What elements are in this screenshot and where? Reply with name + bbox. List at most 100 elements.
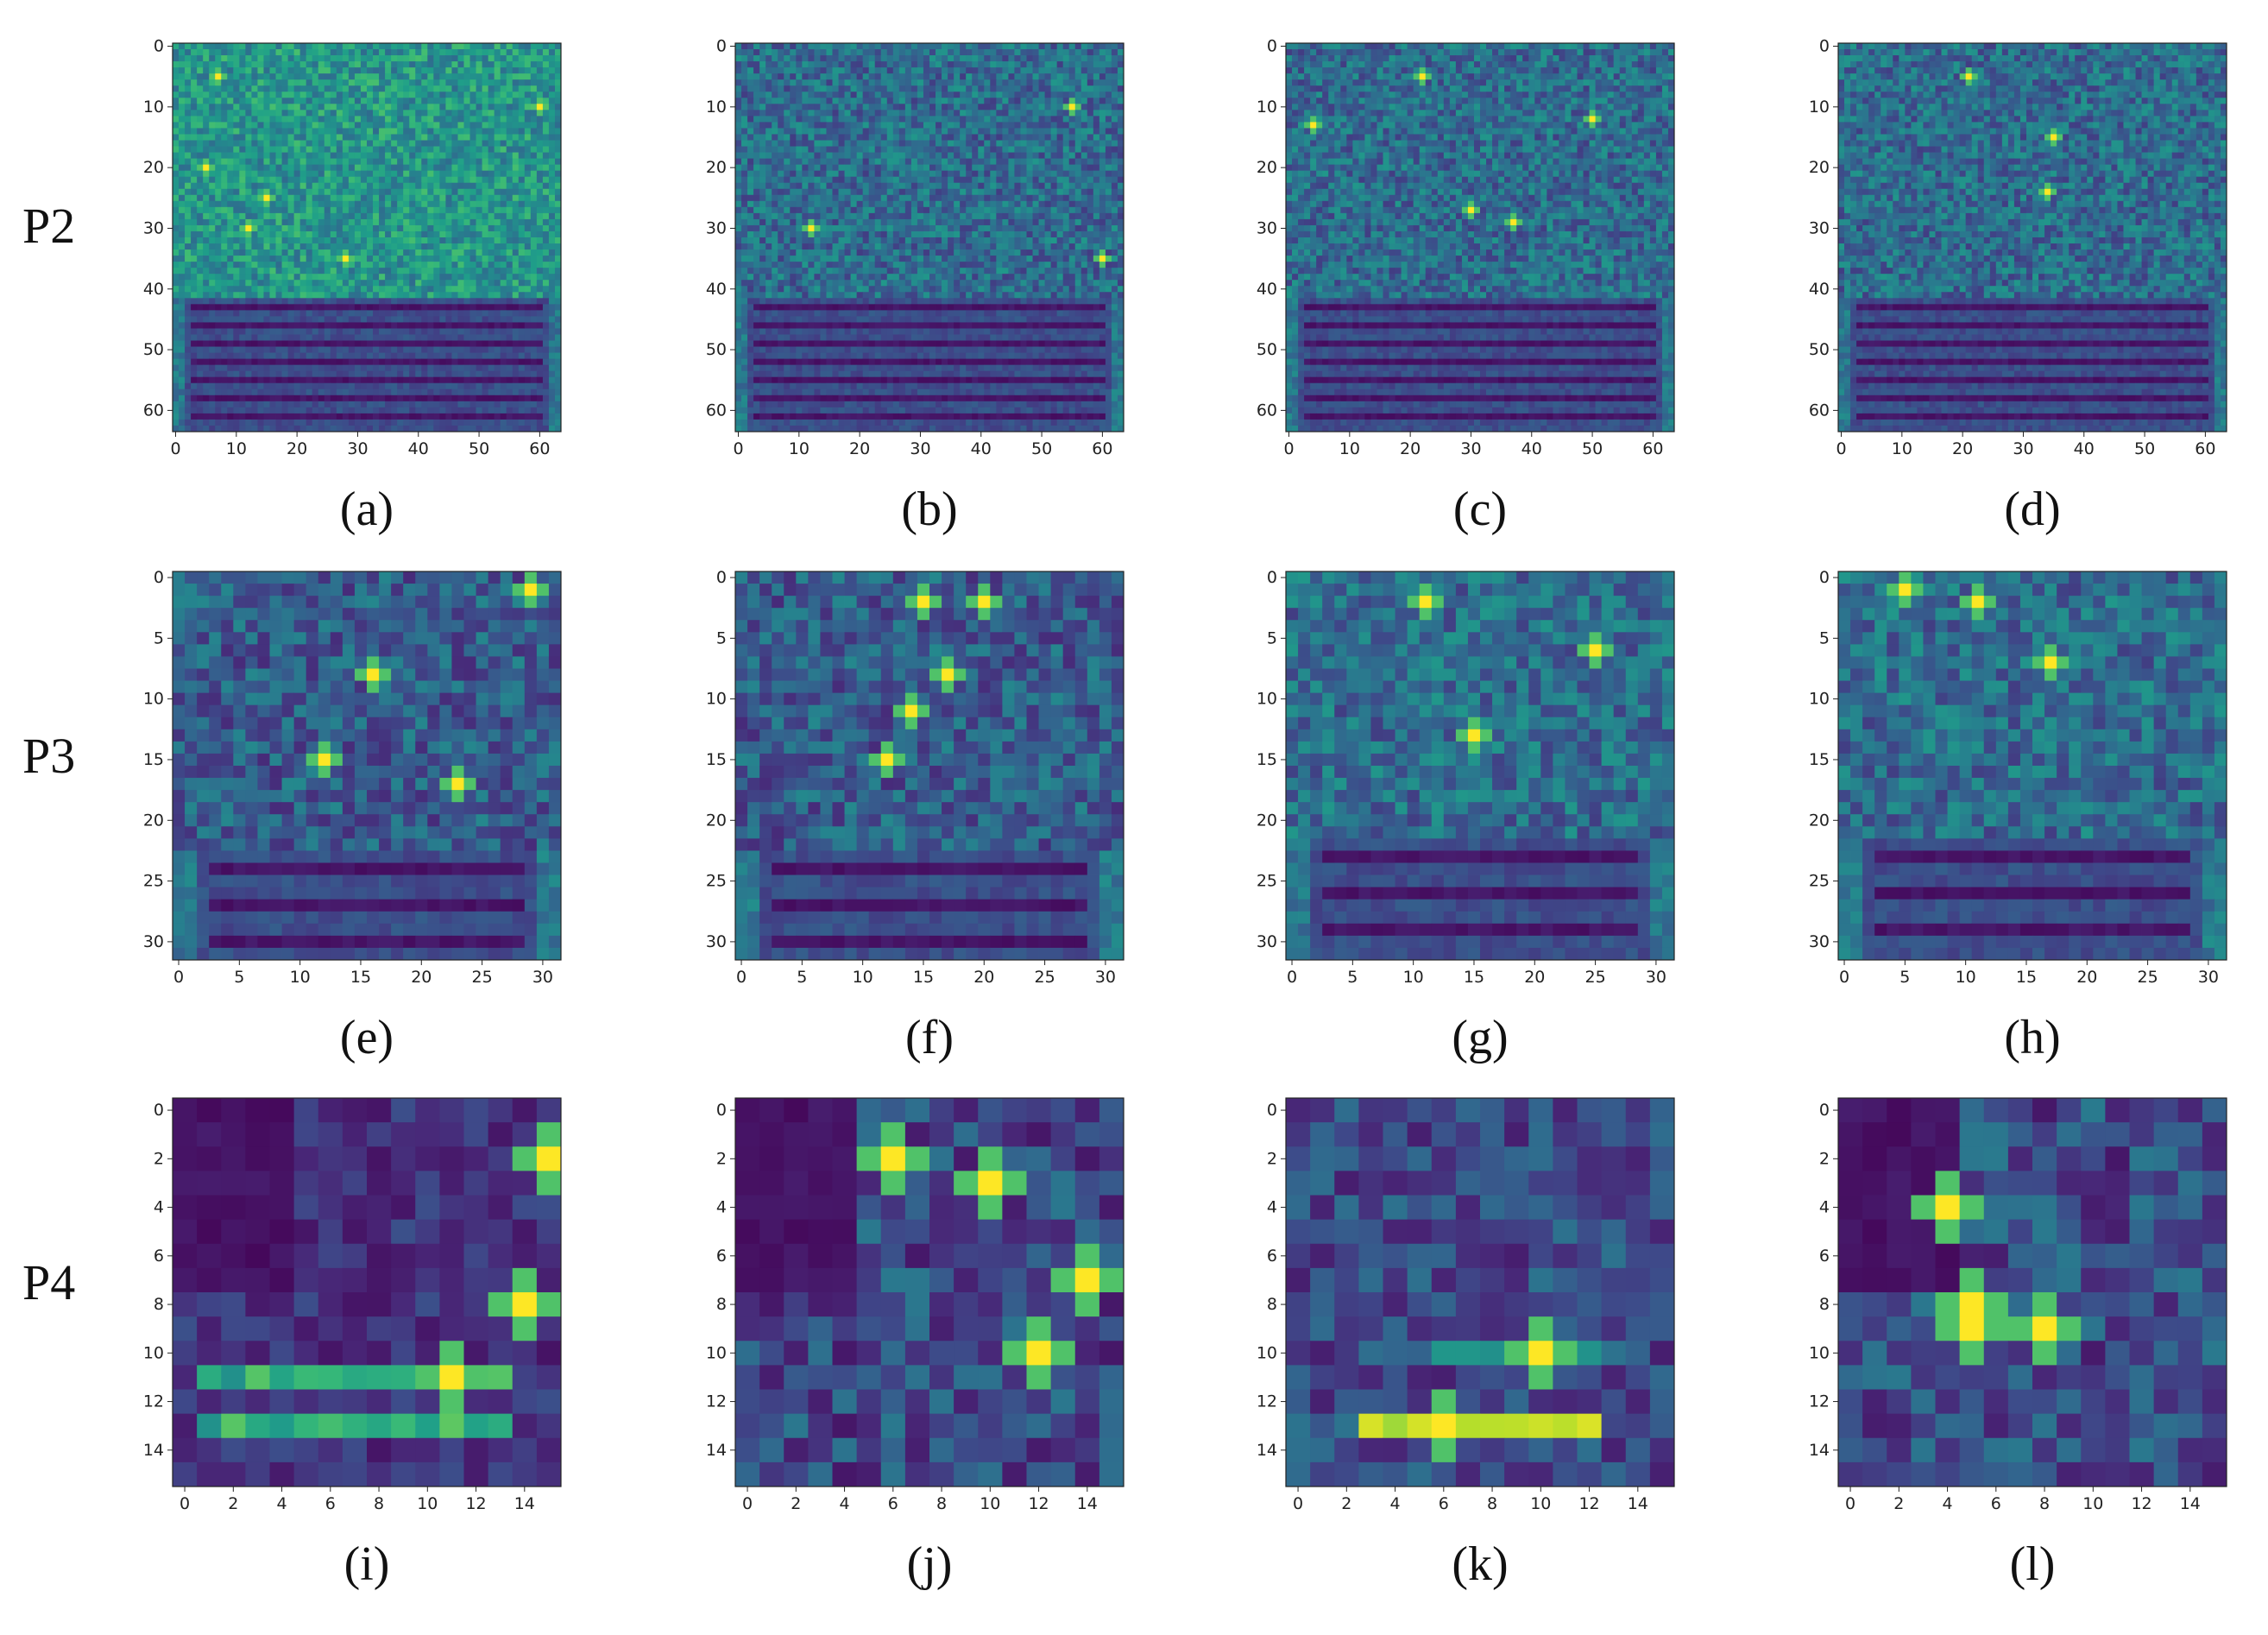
heatmap-cell <box>179 413 186 420</box>
heatmap-cell <box>287 304 295 311</box>
heatmap-cell <box>451 85 458 92</box>
heatmap-cell <box>367 200 374 208</box>
heatmap-cell <box>512 425 520 432</box>
heatmap-cell <box>239 212 246 220</box>
heatmap-cell <box>929 43 936 50</box>
heatmap-cell <box>324 200 331 208</box>
heatmap-cell <box>379 352 386 360</box>
heatmap-cell <box>445 382 452 390</box>
heatmap-cell <box>457 376 464 384</box>
heatmap-cell <box>445 419 452 426</box>
heatmap-cell <box>379 298 386 305</box>
heatmap-cell <box>287 49 295 56</box>
heatmap-cell <box>385 298 392 305</box>
heatmap-cell <box>397 388 404 396</box>
heatmap-cell <box>385 230 392 238</box>
heatmap-cell <box>403 122 410 129</box>
heatmap-cell <box>342 346 350 353</box>
heatmap-cell <box>554 122 562 129</box>
heatmap-cell <box>385 237 392 244</box>
heatmap-cell <box>433 110 440 117</box>
heatmap-cell <box>996 67 1003 74</box>
heatmap-cell <box>936 116 942 123</box>
heatmap-cell <box>494 256 501 262</box>
heatmap-cell <box>293 85 301 92</box>
heatmap-cell <box>494 164 501 172</box>
heatmap-cell <box>324 128 331 135</box>
heatmap-cell <box>197 67 204 74</box>
heatmap-cell <box>1020 79 1027 86</box>
heatmap-cell <box>488 322 495 329</box>
heatmap-cell <box>185 49 192 56</box>
heatmap-cell <box>469 298 476 305</box>
heatmap-cell <box>391 73 398 80</box>
heatmap-cell <box>469 395 476 402</box>
heatmap-cell <box>306 419 313 426</box>
heatmap-cell <box>354 274 362 281</box>
heatmap-cell <box>263 268 270 275</box>
heatmap-cell <box>542 237 550 244</box>
heatmap-cell <box>275 310 282 317</box>
heatmap-cell <box>439 79 446 86</box>
heatmap-cell <box>251 134 258 141</box>
heatmap-cell <box>397 67 404 74</box>
heatmap-cell <box>324 98 331 104</box>
heatmap-cell <box>403 376 410 384</box>
heatmap-cell <box>886 67 894 74</box>
heatmap-cell <box>221 104 228 110</box>
heatmap-cell <box>415 218 422 226</box>
heatmap-cell <box>457 104 464 110</box>
heatmap-cell <box>506 110 513 117</box>
heatmap-cell <box>203 256 210 262</box>
heatmap-cell <box>403 370 410 378</box>
heatmap-cell <box>439 328 446 335</box>
heatmap-cell <box>403 224 410 232</box>
heatmap-cell <box>191 85 198 92</box>
heatmap-cell <box>197 292 204 299</box>
heatmap-cell <box>233 128 240 135</box>
heatmap-cell <box>227 224 234 232</box>
heatmap-cell <box>391 218 398 226</box>
heatmap-cell <box>482 280 489 287</box>
heatmap-cell <box>960 55 967 62</box>
heatmap-cell <box>536 158 544 166</box>
y-tick-label: 40 <box>143 280 164 299</box>
heatmap-cell <box>820 85 827 92</box>
heatmap-cell <box>990 61 997 68</box>
heatmap-cell <box>179 334 186 341</box>
heatmap-cell <box>1087 49 1094 56</box>
heatmap-cell <box>275 116 282 123</box>
heatmap-cell <box>179 322 186 329</box>
heatmap-cell <box>1044 110 1052 117</box>
heatmap-cell <box>173 116 180 123</box>
heatmap-cell <box>886 73 894 80</box>
heatmap-cell <box>385 364 392 372</box>
heatmap-cell <box>191 73 198 80</box>
heatmap-cell <box>542 419 550 426</box>
heatmap-cell <box>379 79 386 86</box>
heatmap-cell <box>469 358 476 366</box>
heatmap-cell <box>409 146 416 153</box>
heatmap-cell <box>203 188 210 196</box>
heatmap-cell <box>482 122 489 129</box>
heatmap-cell <box>476 419 482 426</box>
heatmap-cell <box>263 206 270 214</box>
heatmap-cell <box>476 194 482 202</box>
heatmap-cell <box>342 334 350 341</box>
heatmap-cell <box>330 146 337 153</box>
heatmap-cell <box>209 262 216 268</box>
heatmap-cell <box>832 92 839 98</box>
heatmap-cell <box>972 43 979 50</box>
heatmap-cell <box>457 152 464 159</box>
heatmap-cell <box>530 340 538 347</box>
heatmap-cell <box>336 388 343 396</box>
heatmap-cell <box>862 49 870 56</box>
heatmap-cell <box>457 334 464 341</box>
heatmap-cell <box>215 218 222 226</box>
heatmap-cell <box>850 110 858 117</box>
heatmap-cell <box>191 274 198 281</box>
heatmap-cell <box>379 98 386 104</box>
heatmap-cell <box>500 170 507 178</box>
heatmap-cell <box>1062 92 1070 98</box>
